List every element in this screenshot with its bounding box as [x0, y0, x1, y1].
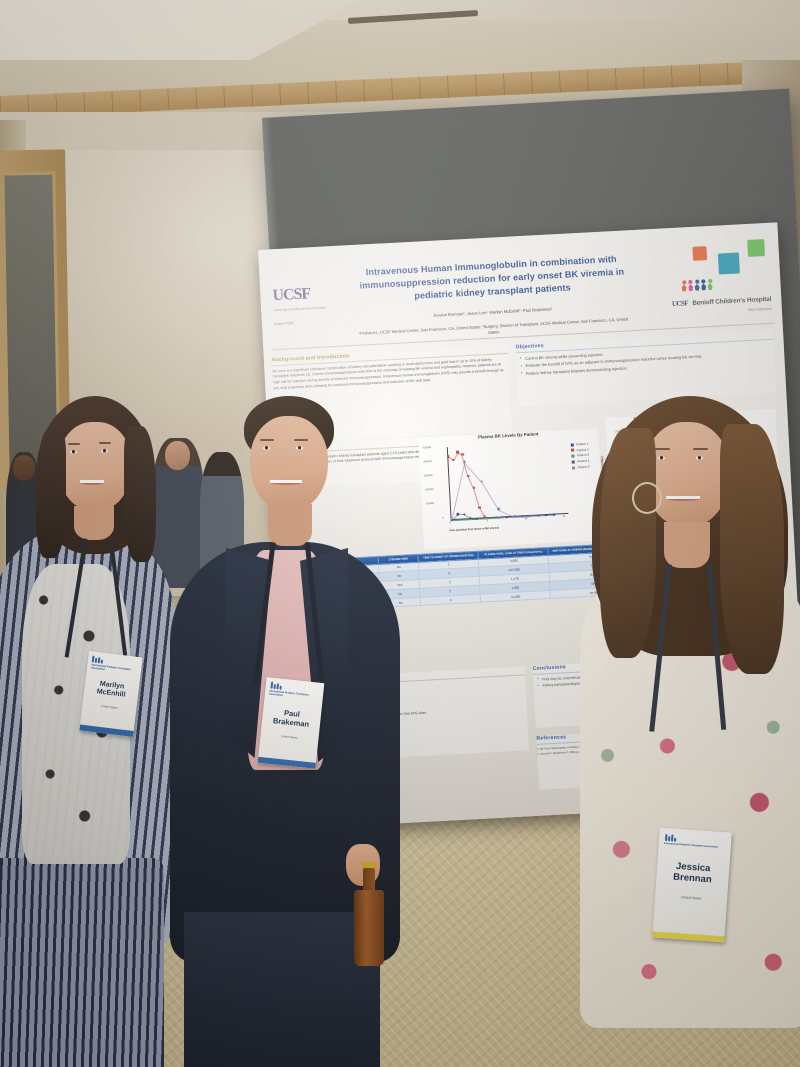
series-line [473, 488, 480, 508]
person-left-eye-left [70, 450, 77, 454]
person-right-neck [664, 522, 710, 568]
figure-orange [681, 280, 687, 291]
person-center-badge-country: United States [280, 734, 299, 740]
figure-darkblue [701, 279, 707, 290]
figure-blue [694, 279, 700, 291]
person-left-brow-right [99, 442, 111, 445]
legend-swatch [571, 454, 575, 458]
series-line [468, 476, 474, 489]
person-right-smile [666, 496, 700, 501]
ucsf-tagline: University of California San Francisco [273, 305, 327, 313]
plasma-ytick: 300000 [424, 474, 433, 478]
benioff-childrens-hospital-logo: UCSF Benioff Children's Hospital San Fra… [618, 239, 772, 318]
plasma-xtick: 0 [449, 521, 452, 525]
square-orange [692, 246, 708, 261]
person-right-eye-right [696, 456, 703, 460]
square-green [747, 239, 766, 257]
legend-entry: Patient 5 [571, 465, 590, 472]
ucsf-logo-left: UCSF University of California San Franci… [272, 284, 336, 326]
plasma-legend: Patient 1 Patient 2 Patient 3 Patient 4 … [570, 442, 590, 472]
person-left-hair-front-right [124, 426, 156, 562]
plasma-xtick: 15 [562, 515, 566, 519]
square-teal [717, 252, 740, 275]
panel-objectives: Objectives Control BK viremia while prev… [515, 330, 777, 407]
plasma-ytick: 500000 [422, 446, 432, 450]
person-center-badge: International Pediatric Transplant Assoc… [257, 677, 325, 769]
person-right-badge: International Pediatric Transplant Assoc… [652, 827, 732, 943]
person-center-neck [268, 504, 312, 546]
person-left-skirt [0, 858, 164, 1067]
plasma-ytick: 200000 [424, 488, 434, 492]
legend-swatch [571, 448, 575, 453]
person-center-eye-left [263, 446, 270, 450]
person-left-eye-right [101, 449, 108, 453]
person-right-badge-name: Jessica Brennan [672, 860, 713, 886]
series-line [451, 461, 465, 519]
person-center-smile [270, 480, 302, 485]
background-attendee-1-face [13, 455, 35, 481]
figure-green [707, 278, 713, 290]
person-center-eye-right [296, 446, 303, 450]
person-center-badge-name: Paul Brakeman [272, 708, 310, 729]
person-center-brow-left [260, 439, 274, 442]
plasma-xtick: 5 [486, 519, 489, 523]
person-right-hair-front-right [720, 424, 784, 674]
beer-bottle-cap [362, 862, 376, 869]
person-left-brow-left [68, 443, 80, 446]
beer-bottle-neck [363, 868, 375, 894]
person-center-face [250, 416, 328, 512]
plasma-xtick: 10 [524, 517, 528, 521]
plasma-ytick: 400000 [423, 460, 432, 464]
plasma-x-axis-title: Time (months) Post Onset of BK Viremia [449, 526, 500, 533]
person-center-brow-right [294, 439, 308, 442]
person-right-face [644, 422, 730, 528]
benioff-ucsf-mark: UCSF [671, 299, 689, 309]
beer-bottle [354, 890, 384, 966]
series-line [479, 507, 485, 517]
person-left-neck [74, 506, 114, 540]
person-left-hair-front-left [36, 428, 66, 558]
legend-swatch [571, 460, 575, 464]
person-right-eye-left [658, 456, 665, 460]
plasma-ytick: 0 [442, 516, 444, 520]
person-left-face [58, 422, 132, 512]
legend-swatch [570, 443, 574, 447]
person-center-trousers [184, 912, 380, 1067]
chart-plasma-bk: Plasma BK Levels By Patient 500000 40000… [418, 428, 604, 550]
person-right-hair-front-left [600, 428, 656, 658]
person-right-earring [632, 482, 662, 514]
ucsf-poster-ref: Poster P242 [273, 320, 294, 326]
person-left-smile [80, 480, 104, 485]
poster-title: Intravenous Human Immunoglobulin in comb… [359, 253, 625, 301]
background-attendee-2-face [165, 441, 190, 470]
benioff-hospital-name: Benioff Children's Hospital [692, 295, 772, 307]
plasma-chart-plot: 500000 400000 300000 200000 100000 0 0 5… [419, 435, 604, 540]
table-cell: 5 [420, 593, 481, 606]
plasma-ytick: 100000 [425, 501, 435, 506]
series-line [480, 481, 499, 510]
ucsf-wordmark: UCSF [272, 285, 311, 305]
person-left-badge-name: Marilyn McEnhill [96, 680, 126, 699]
person-left-badge-country: United States [100, 703, 118, 710]
person-left-badge: International Pediatric Transplant Assoc… [79, 651, 143, 737]
person-right-brow-left [655, 448, 670, 451]
series-line [514, 516, 531, 517]
benioff-squares [618, 239, 770, 281]
legend-swatch [571, 466, 576, 470]
figure-pink [688, 279, 694, 291]
person-right-brow-right [693, 448, 708, 451]
person-right-badge-country: United States [680, 895, 702, 902]
